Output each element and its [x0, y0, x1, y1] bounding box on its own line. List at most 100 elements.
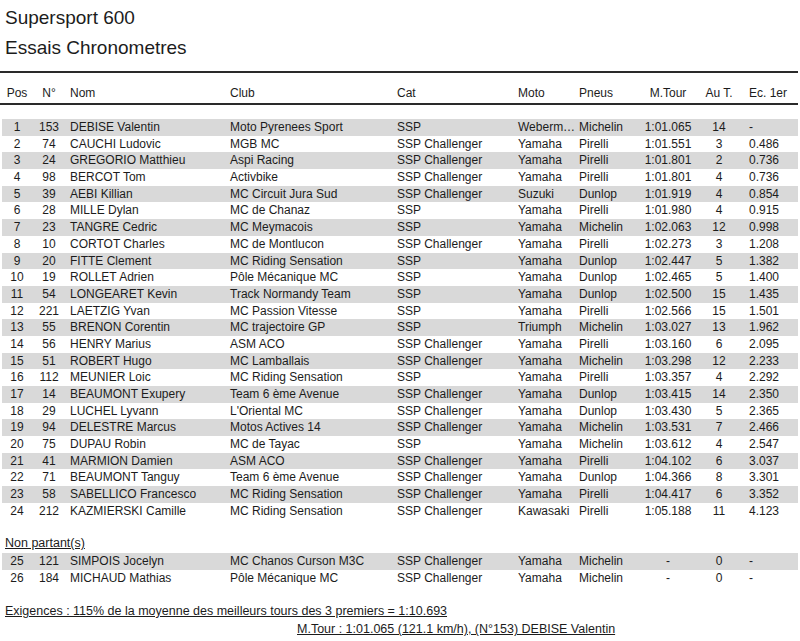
cell-nom: MEUNIER Loic — [66, 369, 228, 386]
cell-pos: 3 — [2, 152, 32, 169]
cell-num: 14 — [32, 386, 66, 403]
cell-ec: 2.350 — [743, 386, 798, 403]
cell-pos: 10 — [2, 269, 32, 286]
cell-club: Pôle Mécanique MC — [228, 570, 395, 587]
cell-club: Motos Actives 14 — [228, 419, 395, 436]
cell-club: ASM ACO — [228, 336, 395, 353]
cell-club: MC Riding Sensation — [228, 486, 395, 503]
cell-num: 19 — [32, 269, 66, 286]
col-header-num: N° — [32, 85, 66, 102]
table-row: 8 10 CORTOT Charles MC de Montlucon SSP … — [2, 236, 798, 253]
cell-num: 71 — [32, 469, 66, 486]
cell-mtour: 1:01.065 — [641, 119, 695, 136]
cell-pos: 14 — [2, 336, 32, 353]
cell-aut: 8 — [695, 469, 743, 486]
cell-nom: SIMPOIS Jocelyn — [66, 553, 228, 570]
cell-pneus: Pirelli — [577, 369, 641, 386]
table-row: 5 39 AEBI Killian MC Circuit Jura Sud SS… — [2, 186, 798, 203]
cell-cat: SSP Challenger — [395, 419, 516, 436]
cell-ec: 1.501 — [743, 303, 798, 320]
cell-nom: AEBI Killian — [66, 186, 228, 203]
table-row: 3 24 GREGORIO Matthieu Aspi Racing SSP C… — [2, 152, 798, 169]
cell-club: MC Riding Sensation — [228, 503, 395, 520]
cell-aut: 6 — [695, 486, 743, 503]
cell-mtour: 1:02.500 — [641, 286, 695, 303]
cell-cat: SSP Challenger — [395, 386, 516, 403]
cell-pos: 23 — [2, 486, 32, 503]
cell-ec: - — [743, 119, 798, 136]
cell-moto: Yamaha — [516, 336, 577, 353]
cell-pneus: Michelin — [577, 319, 641, 336]
cell-moto: Weberm… — [516, 119, 577, 136]
cell-mtour: 1:04.417 — [641, 486, 695, 503]
cell-mtour: 1:03.531 — [641, 419, 695, 436]
cell-aut: 4 — [695, 169, 743, 186]
cell-mtour: 1:02.273 — [641, 236, 695, 253]
cell-num: 55 — [32, 319, 66, 336]
cell-moto: Yamaha — [516, 253, 577, 270]
cell-ec: 0.854 — [743, 186, 798, 203]
table-row: 9 20 FITTE Clement MC Riding Sensation S… — [2, 253, 798, 270]
cell-club: MC trajectoire GP — [228, 319, 395, 336]
cell-moto: Yamaha — [516, 486, 577, 503]
cell-mtour: 1:01.801 — [641, 169, 695, 186]
cell-mtour: 1:02.447 — [641, 253, 695, 270]
cell-num: 121 — [32, 553, 66, 570]
cell-pneus: Pirelli — [577, 303, 641, 320]
cell-num: 56 — [32, 336, 66, 353]
cell-moto: Yamaha — [516, 136, 577, 153]
cell-club: MC Chanos Curson M3C — [228, 553, 395, 570]
cell-ec: 2.547 — [743, 436, 798, 453]
cell-club: MC de Montlucon — [228, 236, 395, 253]
cell-moto: Yamaha — [516, 303, 577, 320]
cell-nom: SABELLICO Francesco — [66, 486, 228, 503]
table-row: 24 212 KAZMIERSKI Camille MC Riding Sens… — [2, 503, 798, 520]
cell-num: 75 — [32, 436, 66, 453]
cell-club: ASM ACO — [228, 453, 395, 470]
cell-aut: 0 — [695, 553, 743, 570]
cell-pneus: Dunlop — [577, 469, 641, 486]
table-row: 7 23 TANGRE Cedric MC Meymacois SSP Yama… — [2, 219, 798, 236]
cell-ec: 1.208 — [743, 236, 798, 253]
cell-pos: 18 — [2, 403, 32, 420]
col-header-pos: Pos — [2, 85, 32, 102]
cell-cat: SSP — [395, 202, 516, 219]
cell-cat: SSP — [395, 303, 516, 320]
cell-moto: Yamaha — [516, 353, 577, 370]
cell-num: 54 — [32, 286, 66, 303]
col-header-mtour: M.Tour — [641, 85, 695, 102]
cell-moto: Yamaha — [516, 553, 577, 570]
cell-club: L'Oriental MC — [228, 403, 395, 420]
table-row: 12 221 LAETZIG Yvan MC Passion Vitesse S… — [2, 303, 798, 320]
cell-pneus: Michelin — [577, 353, 641, 370]
table-row: 1 153 DEBISE Valentin Moto Pyrenees Spor… — [2, 119, 798, 136]
cell-aut: 3 — [695, 136, 743, 153]
cell-club: MC Riding Sensation — [228, 253, 395, 270]
cell-cat: SSP — [395, 269, 516, 286]
col-header-pneus: Pneus — [577, 85, 641, 102]
cell-cat: SSP — [395, 319, 516, 336]
col-header-cat: Cat — [395, 85, 516, 102]
cell-pos: 25 — [2, 553, 32, 570]
cell-aut: 5 — [695, 269, 743, 286]
table-row: 25 121 SIMPOIS Jocelyn MC Chanos Curson … — [2, 553, 798, 570]
col-header-ec: Ec. 1er — [743, 85, 798, 102]
cell-ec: 1.382 — [743, 253, 798, 270]
cell-club: MC Riding Sensation — [228, 369, 395, 386]
cell-club: MC Circuit Jura Sud — [228, 186, 395, 203]
cell-nom: BERCOT Tom — [66, 169, 228, 186]
cell-pos: 19 — [2, 419, 32, 436]
cell-nom: DELESTRE Marcus — [66, 419, 228, 436]
cell-num: 41 — [32, 453, 66, 470]
cell-nom: BRENON Corentin — [66, 319, 228, 336]
cell-num: 29 — [32, 403, 66, 420]
cell-aut: 13 — [695, 319, 743, 336]
cell-aut: 4 — [695, 369, 743, 386]
cell-nom: LAETZIG Yvan — [66, 303, 228, 320]
cell-pneus: Pirelli — [577, 152, 641, 169]
cell-club: Activbike — [228, 169, 395, 186]
cell-pneus: Michelin — [577, 119, 641, 136]
cell-ec: 4.123 — [743, 503, 798, 520]
cell-pos: 2 — [2, 136, 32, 153]
cell-club: MC de Chanaz — [228, 202, 395, 219]
